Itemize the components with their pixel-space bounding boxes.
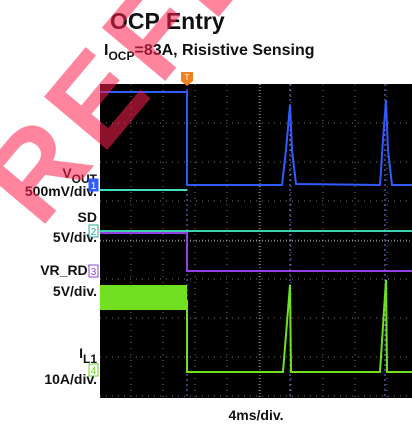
channel-name: VR_RDY <box>40 262 97 278</box>
channel-marker: 2 <box>91 227 97 238</box>
channel-scale: 5V/div. <box>53 229 97 245</box>
trigger-marker <box>181 72 193 86</box>
channel-scale: 500mV/div. <box>25 183 97 199</box>
channel-name-main: I <box>79 345 83 361</box>
channel-marker-box <box>88 264 99 278</box>
channel-marker-box <box>88 178 99 192</box>
channel-marker-box <box>88 363 99 377</box>
channel-marker: 3 <box>91 267 97 278</box>
channel-scale: 5V/div. <box>53 283 97 299</box>
channel-scale: 10A/div. <box>44 371 97 387</box>
trace-vr-rdy <box>100 232 412 272</box>
trace-il1-band <box>100 285 187 310</box>
trace-vout <box>100 91 412 187</box>
title: OCP Entry <box>110 8 225 34</box>
channel-marker: 1 <box>91 181 97 192</box>
channel-name-main: SD <box>78 209 97 225</box>
channel-marker-box <box>88 224 99 238</box>
trigger-label: T <box>185 73 190 82</box>
channel-marker: 4 <box>91 366 97 377</box>
channel-name-main: V <box>62 165 72 181</box>
channel-name-main: VR_RDY <box>40 262 97 278</box>
channel-name: SD <box>78 209 97 225</box>
timebase: 4ms/div. <box>229 407 284 423</box>
channel-name-sub: L1 <box>83 352 97 366</box>
trace-il1 <box>186 279 412 373</box>
subtitle: IOCP=83A, Risistive Sensing <box>104 42 315 63</box>
channel-labels: VOUT500mV/div.1SD5V/div.2VR_RDY5V/div.3I… <box>25 165 99 387</box>
channel-name: IL1 <box>79 345 97 366</box>
